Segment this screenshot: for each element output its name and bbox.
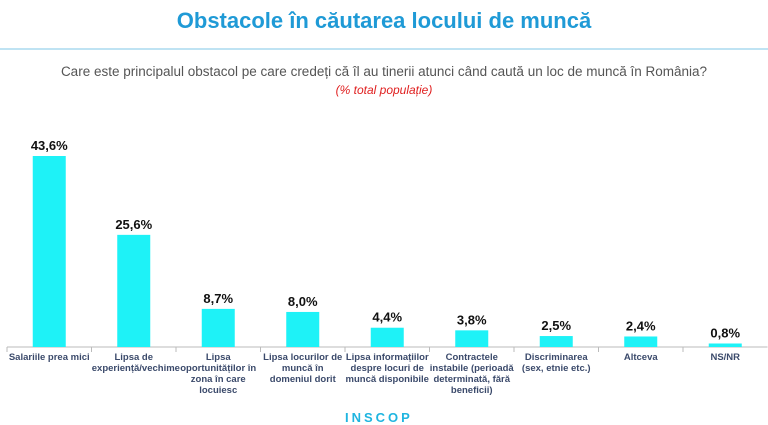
bar bbox=[201, 308, 235, 347]
category-label: Contractele instabile (perioadă determin… bbox=[429, 352, 514, 396]
category-label: Salariile prea mici bbox=[8, 352, 90, 363]
data-label: 2,4% bbox=[626, 318, 656, 333]
bar bbox=[708, 343, 742, 347]
data-label: 8,0% bbox=[288, 294, 318, 309]
unit-note: (% total populație) bbox=[335, 83, 433, 97]
bar bbox=[117, 234, 151, 347]
bar bbox=[286, 311, 320, 347]
chart-title: Obstacole în căutarea locului de muncă bbox=[176, 8, 592, 33]
data-label: 0,8% bbox=[710, 325, 740, 340]
category-label: Discriminarea (sex, etnie etc.) bbox=[521, 352, 591, 374]
category-label: Lipsa de experiență/vechime bbox=[91, 352, 180, 374]
bar bbox=[455, 330, 489, 347]
data-label: 3,8% bbox=[457, 312, 487, 327]
chart-subtitle: Care este principalul obstacol pe care c… bbox=[60, 64, 708, 79]
category-label: Lipsa oportunităților în zona în care lo… bbox=[180, 352, 257, 396]
category-label: NS/NR bbox=[710, 352, 741, 363]
data-label: 2,5% bbox=[541, 318, 571, 333]
brand-logo: INSCOP bbox=[345, 410, 413, 425]
data-label: 43,6% bbox=[31, 138, 68, 153]
category-label: Altceva bbox=[623, 352, 658, 363]
bar bbox=[32, 156, 66, 347]
category-label: Lipsa locurilor de muncă în domeniul dor… bbox=[263, 352, 343, 385]
title-divider bbox=[0, 48, 768, 50]
category-label: Lipsa informațiilor despre locuri de mun… bbox=[345, 352, 429, 385]
data-label: 25,6% bbox=[115, 217, 152, 232]
bar bbox=[370, 327, 404, 347]
bar bbox=[624, 336, 658, 347]
data-label: 4,4% bbox=[372, 310, 402, 325]
bar bbox=[539, 336, 573, 347]
data-label: 8,7% bbox=[203, 291, 233, 306]
